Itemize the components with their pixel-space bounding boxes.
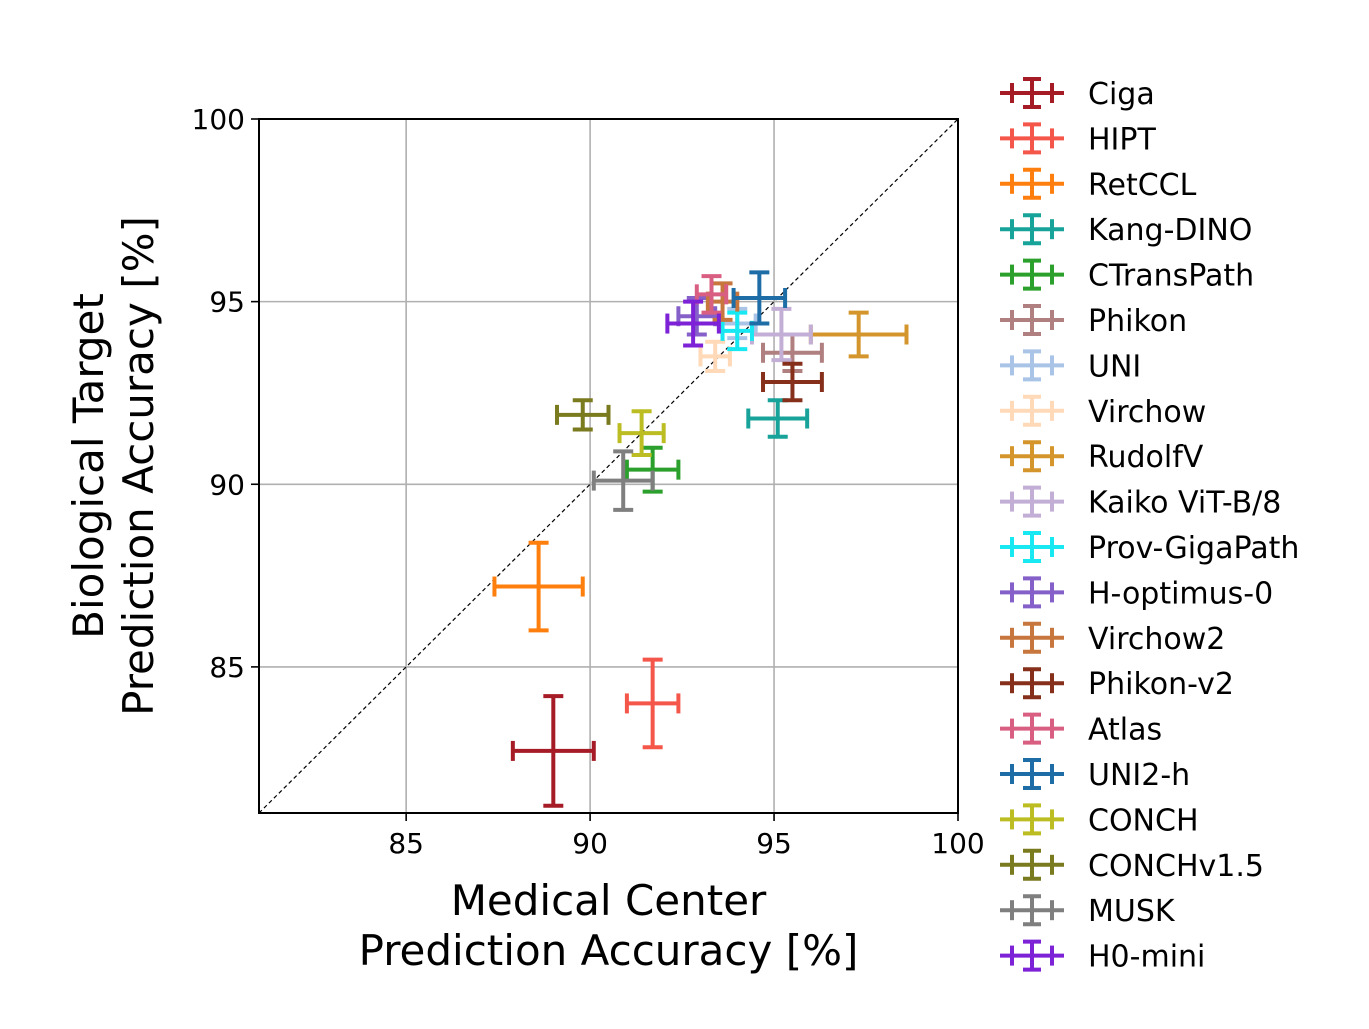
legend-label: RudolfV	[1088, 440, 1204, 475]
legend-item	[1000, 440, 1064, 473]
legend-label: H-optimus-0	[1088, 576, 1273, 611]
legend-item	[1000, 621, 1064, 654]
errorbar-conch	[617, 409, 666, 458]
legend-label: MUSK	[1088, 894, 1176, 929]
y-axis-label-line: Biological Target	[64, 293, 113, 639]
errorbar-uni2-h	[731, 270, 788, 326]
errorbar-h0-mini	[665, 299, 721, 348]
errorbar-atlas	[694, 274, 729, 315]
legend-item	[1000, 667, 1064, 700]
legend-label: HIPT	[1088, 122, 1156, 157]
y-axis-label: Biological Target Prediction Accuracy [%]	[64, 216, 163, 716]
legend-item	[1000, 394, 1064, 427]
legend-label: Phikon	[1088, 304, 1187, 339]
legend-label: Prov-GigaPath	[1088, 531, 1299, 566]
legend: Ciga HIPT RetCCL Kang-DINO CTransPath Phikon U…	[1000, 77, 1299, 975]
legend-item	[1000, 894, 1064, 927]
legend-item	[1000, 939, 1064, 972]
legend-item	[1000, 167, 1064, 200]
legend-label: Kaiko ViT-B/8	[1088, 486, 1281, 521]
errorbar-virchow	[698, 339, 732, 374]
legend-label: H0-mini	[1088, 940, 1205, 975]
errorbar-ciga	[510, 694, 596, 808]
data-points	[492, 270, 909, 808]
y-tick-label: 85	[209, 651, 245, 684]
legend-label: Virchow	[1088, 395, 1206, 430]
legend-label: Virchow2	[1088, 622, 1225, 657]
legend-label: RetCCL	[1088, 168, 1197, 203]
errorbar-conchv1-5	[554, 398, 611, 432]
x-tick-label: 95	[756, 827, 792, 860]
legend-label: CTransPath	[1088, 259, 1254, 294]
legend-label: Ciga	[1088, 77, 1155, 112]
y-axis-label-line: Prediction Accuracy [%]	[114, 216, 163, 716]
legend-label: UNI2-h	[1088, 758, 1190, 793]
errorbar-ctranspath	[624, 445, 681, 494]
legend-item	[1000, 758, 1064, 790]
diagonal-line	[258, 118, 959, 814]
legend-label: CONCHv1.5	[1088, 849, 1264, 884]
plot-frame	[258, 118, 959, 814]
legend-label: Kang-DINO	[1088, 213, 1252, 248]
legend-item	[1000, 485, 1064, 518]
y-axis-ticks: 85 90 95 100	[192, 103, 259, 684]
legend-label: Atlas	[1088, 713, 1162, 748]
y-tick-label: 100	[192, 103, 245, 136]
x-axis-label-line: Prediction Accuracy [%]	[359, 926, 859, 975]
x-axis-ticks: 85 90 95 100	[388, 813, 985, 860]
x-tick-label: 100	[931, 827, 984, 860]
errorbar-phikon-v2	[761, 361, 824, 403]
legend-item	[1000, 848, 1064, 881]
x-axis-label-line: Medical Center	[451, 876, 767, 925]
legend-label: UNI	[1088, 349, 1141, 384]
legend-item	[1000, 531, 1064, 563]
errorbar-musk	[591, 449, 655, 512]
errorbar-rudolfv	[808, 310, 909, 359]
legend-item	[1000, 712, 1064, 745]
legend-item	[1000, 803, 1064, 836]
x-tick-label: 85	[388, 827, 424, 860]
legend-item	[1000, 122, 1064, 155]
errorbar-retccl	[492, 540, 585, 633]
legend-item	[1000, 213, 1064, 246]
legend-item	[1000, 576, 1064, 609]
legend-item	[1000, 349, 1064, 382]
errorbar-kang-dino	[746, 398, 810, 439]
diagonal-reference-line	[258, 118, 959, 814]
y-tick-label: 90	[209, 468, 245, 501]
legend-item	[1000, 77, 1064, 109]
legend-label: CONCH	[1088, 803, 1199, 838]
y-tick-label: 95	[209, 286, 245, 319]
legend-item	[1000, 304, 1064, 336]
errorbar-hipt	[624, 657, 681, 750]
x-tick-label: 90	[572, 827, 608, 860]
legend-item	[1000, 258, 1064, 291]
legend-label: Phikon-v2	[1088, 667, 1234, 702]
